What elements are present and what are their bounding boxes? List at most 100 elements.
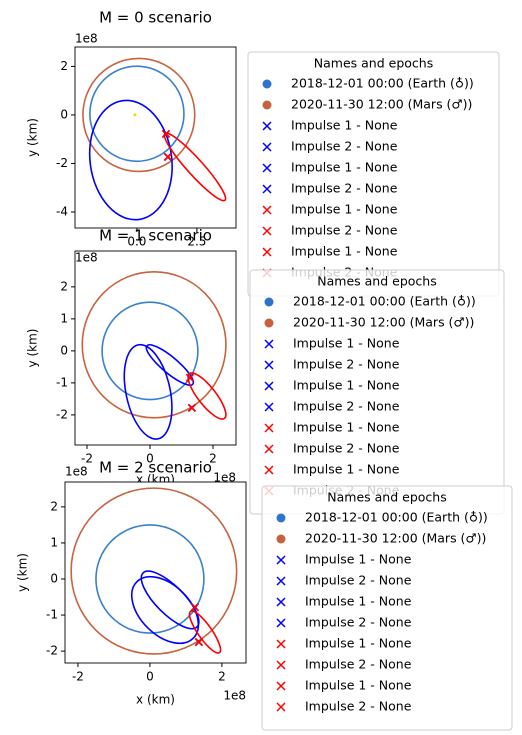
legend-label: Impulse 2 - None [305, 615, 412, 630]
legend-label: Impulse 1 - None [291, 160, 398, 175]
chart-title: M = 1 scenario [99, 227, 212, 245]
orbit [187, 372, 227, 420]
axes-frame [64, 481, 247, 664]
legend-marker [276, 618, 286, 628]
y-tick-label: 1 [60, 311, 68, 325]
legend-marker [276, 597, 286, 607]
legend-label: Impulse 2 - None [293, 441, 400, 456]
legend-label: Impulse 1 - None [293, 378, 400, 393]
legend-label: 2020-11-30 12:00 (Mars (♂)) [291, 97, 472, 112]
chart-title: M = 2 scenario [99, 459, 212, 477]
chart-title: M = 0 scenario [99, 9, 212, 27]
legend-label: 2020-11-30 12:00 (Mars (♂)) [305, 531, 486, 546]
legend-label: Impulse 2 - None [305, 573, 412, 588]
legend-marker [276, 660, 286, 670]
x-tick-label: 2 [209, 452, 217, 466]
x-tick-label: 0 [146, 452, 154, 466]
y-tick-label: -2 [56, 407, 68, 421]
x-tick-label: 0 [146, 670, 154, 684]
legend-marker [264, 381, 274, 391]
x-axis-label: x (km) [136, 693, 175, 707]
legend-marker [276, 639, 286, 649]
y-offset-label: 1e8 [75, 251, 98, 265]
legend-marker [262, 226, 272, 236]
y-axis-label: y (km) [16, 553, 30, 592]
point [133, 113, 137, 117]
impulse-marker [194, 638, 203, 647]
legend-marker [276, 555, 286, 565]
orbit [188, 610, 222, 654]
legend-marker [276, 534, 286, 544]
legend-label: Impulse 2 - None [291, 181, 398, 196]
legend-marker [276, 576, 286, 586]
x-tick-label: 2 [218, 670, 226, 684]
legend-marker [262, 205, 272, 215]
impulse-marker [190, 603, 199, 612]
legend-label: Impulse 1 - None [305, 552, 412, 567]
legend-label: Impulse 1 - None [293, 336, 400, 351]
legend-marker [276, 513, 286, 523]
legend-label: Impulse 2 - None [305, 699, 412, 714]
y-tick-label: -2 [46, 644, 58, 658]
y-offset-label: 1e8 [65, 465, 88, 479]
legend-label: Impulse 1 - None [293, 420, 400, 435]
orbit [82, 57, 196, 173]
y-axis-label: y (km) [26, 118, 40, 157]
legend-label: Impulse 1 - None [291, 244, 398, 259]
axes-frame [74, 250, 237, 446]
legend-marker [264, 402, 274, 412]
legend-marker [264, 339, 274, 349]
legend-title: Names and epochs [327, 490, 446, 505]
orbit [70, 487, 238, 655]
y-axis-label: y (km) [26, 329, 40, 368]
legend-label: 2018-12-01 00:00 (Earth (♁)) [305, 510, 488, 525]
y-tick-label: 2 [60, 279, 68, 293]
y-tick-label: -1 [56, 375, 68, 389]
x-offset-label: 1e8 [213, 471, 236, 485]
legend-label: Impulse 2 - None [291, 139, 398, 154]
legend: Names and epochs 2018-12-01 00:00 (Earth … [261, 485, 513, 731]
legend-marker [264, 360, 274, 370]
axes-frame [74, 46, 237, 229]
orbit [145, 343, 195, 386]
legend-label: 2018-12-01 00:00 (Earth (♁)) [293, 294, 476, 309]
legend-marker [262, 247, 272, 257]
orbit [130, 575, 200, 645]
legend-marker [276, 702, 286, 712]
legend-label: 2020-11-30 12:00 (Mars (♂)) [293, 315, 474, 330]
y-tick-label: 0 [60, 107, 68, 121]
x-tick-label: -2 [72, 670, 84, 684]
legend-title: Names and epochs [314, 56, 433, 71]
x-tick-label: 2.5 [187, 235, 206, 249]
impulse-marker [187, 403, 196, 412]
subplot: -2 0 2 -2 -1 0 1 2 M = 2 scenario x (km) y (km) 1e8… [16, 459, 247, 707]
plot-content [70, 487, 238, 655]
legend-label: Impulse 1 - None [293, 462, 400, 477]
legend-marker [262, 79, 272, 89]
legend-marker [262, 100, 272, 110]
legend-marker [264, 423, 274, 433]
legend-marker [262, 184, 272, 194]
legend-label: Impulse 1 - None [305, 594, 412, 609]
legend-marker [262, 121, 272, 131]
orbit [89, 65, 185, 163]
legend-title: Names and epochs [317, 274, 436, 289]
legend: Names and epochs 2018-12-01 00:00 (Earth … [249, 269, 505, 515]
legend-label: Impulse 1 - None [305, 678, 412, 693]
legend-label: Impulse 2 - None [305, 657, 412, 672]
y-tick-label: -2 [56, 156, 68, 170]
plot-area [75, 251, 236, 445]
legend-marker [264, 444, 274, 454]
y-tick-label: -4 [56, 204, 68, 218]
legend-marker [264, 465, 274, 475]
y-tick-label: 0 [60, 343, 68, 357]
legend-label: 2018-12-01 00:00 (Earth (♁)) [291, 76, 474, 91]
legend-label: Impulse 1 - None [291, 202, 398, 217]
x-tick-label: -2 [81, 452, 93, 466]
plot-content [82, 57, 227, 221]
legend-marker [276, 681, 286, 691]
legend-marker [262, 142, 272, 152]
